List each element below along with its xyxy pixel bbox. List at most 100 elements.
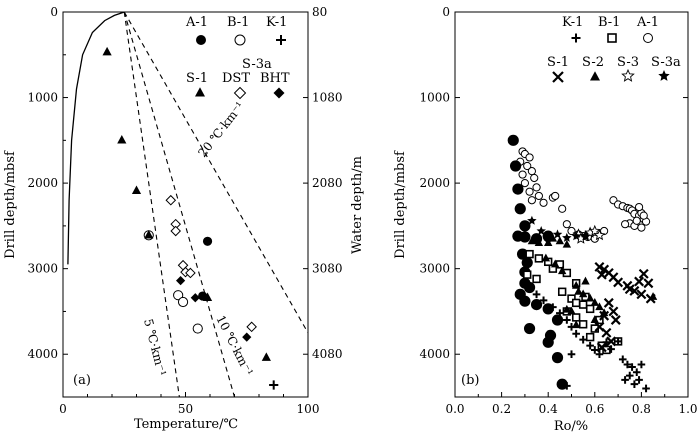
panel-a-label: (a) — [73, 373, 91, 388]
point-a-1 — [525, 187, 534, 196]
point-k-1 — [621, 376, 629, 384]
point-k-1 — [532, 290, 541, 299]
point-a-1 — [639, 211, 648, 220]
point-s-2 — [557, 266, 567, 275]
legend-b-s1-marker — [552, 71, 564, 83]
point-a-1 — [634, 202, 644, 212]
gradient-label-5: 5 ℃·km⁻¹ — [141, 317, 169, 377]
legend-bht-marker — [273, 87, 285, 99]
panel-a-x-label: Temperature/℃ — [134, 417, 238, 432]
seafloor-curve — [67, 12, 125, 265]
panel-a: 0 50 100 0 1000 2000 3000 4000 80 1080 2080 3080 4… — [3, 5, 365, 432]
point-s-1 — [202, 292, 213, 301]
point-s-1 — [638, 268, 649, 279]
gradient-line — [123, 12, 180, 397]
point-s-3 — [593, 229, 606, 241]
point-b-1 — [532, 274, 541, 284]
point-s-3a — [536, 226, 546, 236]
point-dst — [185, 267, 196, 279]
point-a-1-large- — [551, 314, 564, 326]
point-s-1 — [613, 277, 624, 288]
x-tick-label: 0.2 — [492, 402, 511, 416]
point-s-1 — [606, 336, 617, 347]
point-s-3a — [571, 231, 581, 241]
point-s-2 — [595, 302, 604, 311]
y-tick-label: 4000 — [27, 347, 58, 361]
point-s-1 — [601, 327, 612, 338]
legend-a1-label: A-1 — [185, 15, 208, 30]
point-s-1 — [596, 269, 607, 280]
point-s-2 — [578, 289, 588, 298]
point-b-1 — [525, 249, 534, 259]
legend-b-s3a-label: S-3a — [651, 55, 681, 70]
panel-b-label: (b) — [461, 373, 479, 388]
y-tick-label: 3000 — [419, 262, 450, 276]
y-tick-label: 1000 — [419, 91, 450, 105]
point-dst — [165, 194, 177, 206]
point-k-1 — [625, 371, 634, 380]
legend-b1-marker — [234, 34, 246, 46]
point-a-1 — [551, 191, 560, 201]
point-a-1 — [637, 223, 646, 232]
legend-b-b1-marker — [607, 33, 617, 43]
x-tick-label: 0.0 — [445, 402, 464, 416]
point-s-1 — [594, 261, 605, 272]
point-a-1-large- — [523, 281, 536, 294]
point-k-1 — [586, 341, 594, 350]
point-s-2 — [571, 320, 581, 329]
x-tick-label: 0.6 — [585, 402, 604, 416]
point-s-1 — [144, 230, 154, 239]
y-tick-label: 3000 — [27, 262, 58, 276]
point-k-1 — [563, 316, 571, 324]
point-a-1 — [600, 226, 609, 236]
panel-b-y-ticks: 0 1000 2000 3000 4000 — [419, 5, 688, 361]
panel-b-x-ticks: 0.0 0.2 0.4 0.6 0.8 1.0 — [445, 392, 698, 416]
point-k-1 — [623, 360, 632, 369]
point-k-1 — [618, 355, 627, 364]
point-s-2 — [571, 280, 581, 289]
point-b-1 — [173, 290, 184, 301]
point-a-1 — [520, 179, 530, 188]
point-s-3a — [552, 229, 563, 239]
point-a-1 — [530, 173, 539, 183]
point-a-1 — [532, 183, 541, 192]
panel-a-points — [102, 46, 279, 390]
point-s-2 — [648, 292, 658, 300]
point-b-1 — [571, 313, 581, 322]
x-tick-label: 0.8 — [632, 402, 651, 416]
point-s-2 — [550, 259, 560, 268]
point-s-1 — [643, 278, 654, 289]
point-a-1 — [620, 220, 630, 229]
point-s-2 — [562, 239, 572, 248]
panel-a-y-label: Drill depth/mbsf — [3, 150, 18, 259]
point-s-2 — [567, 306, 576, 315]
point-a-1 — [539, 198, 548, 207]
point-s-3a — [543, 236, 553, 246]
legend-dst-marker — [233, 86, 247, 100]
point-bht — [190, 293, 200, 303]
point-k-1 — [539, 296, 548, 305]
legend-k1-marker — [276, 35, 286, 45]
y-tick-label: 4000 — [419, 347, 450, 361]
point-k-1 — [642, 384, 650, 393]
point-s-1 — [636, 289, 647, 300]
point-s-2 — [585, 293, 595, 302]
y2-tick-label: 80 — [312, 5, 327, 19]
point-k-1 — [607, 345, 615, 353]
legend-k1-label: K-1 — [266, 15, 287, 30]
legend-b-s3-label: S-3 — [617, 55, 639, 70]
point-s-2 — [590, 298, 599, 306]
point-k-1 — [614, 337, 622, 346]
point-k-1 — [563, 382, 571, 390]
point-b-1 — [534, 254, 544, 263]
point-a-1 — [525, 153, 534, 162]
point-s-1 — [596, 342, 607, 353]
y-tick-label: 1000 — [27, 91, 58, 105]
point-a-1 — [202, 236, 213, 246]
y-tick-label: 0 — [50, 5, 58, 19]
point-a-1 — [527, 167, 536, 176]
panel-b-points — [507, 134, 658, 393]
point-k-1 — [628, 363, 636, 371]
point-b-1 — [585, 304, 595, 314]
